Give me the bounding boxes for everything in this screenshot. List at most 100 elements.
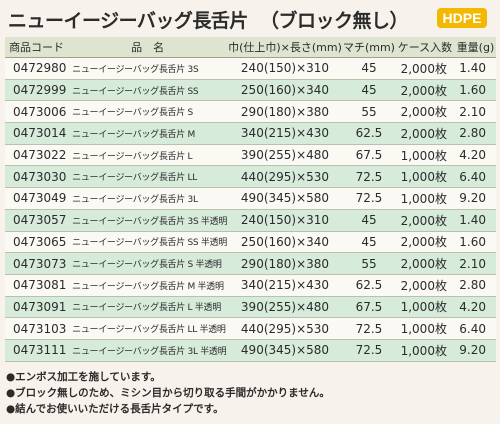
cell-gusset: 62.5 — [342, 274, 395, 297]
cell-gusset: 72.5 — [342, 339, 395, 362]
product-table: 商品コード 品 名 巾(仕上巾)×長さ(mm) マチ(mm) ケース入数 重量(… — [5, 37, 496, 362]
cell-weight: 9.20 — [454, 187, 496, 210]
table-row: 0473006 ニューイージーバッグ長舌片 S 290(180)×380 55 2,00… — [5, 100, 496, 124]
cell-size: 290(180)×380 — [227, 100, 343, 124]
cell-qty: 2,000枚 — [394, 209, 455, 232]
cell-size: 290(180)×380 — [227, 252, 343, 275]
cell-qty: 2,000枚 — [394, 252, 455, 275]
cell-name: ニューイージーバッグ長舌片 3S 半透明 — [68, 209, 227, 232]
cell-qty: 2,000枚 — [394, 79, 455, 102]
cell-weight: 4.20 — [454, 144, 496, 167]
table-row: 0473022 ニューイージーバッグ長舌片 L 390(255)×480 67.5 1,… — [5, 144, 496, 167]
cell-weight: 1.40 — [454, 209, 496, 232]
table-row: 0473111 ニューイージーバッグ長舌片 3L 半透明 490(345)×580 7… — [5, 339, 496, 362]
cell-size: 490(345)×580 — [227, 187, 343, 210]
title-subtitle: （ブロック無し） — [259, 10, 409, 32]
table-row: 0473103 ニューイージーバッグ長舌片 LL 半透明 440(295)×530 7… — [5, 317, 496, 340]
col-header-gusset: マチ(mm) — [342, 37, 395, 58]
table-row: 0473065 ニューイージーバッグ長舌片 SS 半透明 250(160)×340 4… — [5, 231, 496, 254]
cell-code: 0473073 — [5, 252, 69, 275]
title-main: ニューイージーバッグ長舌片 — [8, 10, 248, 32]
cell-size: 340(215)×430 — [227, 274, 343, 297]
cell-name: ニューイージーバッグ長舌片 M — [68, 122, 228, 145]
col-header-name: 品 名 — [68, 37, 228, 58]
cell-gusset: 45 — [342, 209, 395, 232]
cell-qty: 1,000枚 — [394, 144, 455, 167]
cell-gusset: 45 — [342, 79, 395, 102]
cell-weight: 4.20 — [454, 296, 496, 319]
cell-size: 440(295)×530 — [227, 317, 343, 340]
cell-size: 390(255)×480 — [227, 296, 343, 319]
cell-size: 250(160)×340 — [227, 231, 343, 254]
cell-gusset: 67.5 — [342, 144, 395, 167]
cell-qty: 2,000枚 — [394, 57, 455, 80]
cell-gusset: 62.5 — [342, 122, 395, 145]
cell-gusset: 72.5 — [342, 187, 395, 210]
table-row: 0473057 ニューイージーバッグ長舌片 3S 半透明 240(150)×310 4… — [5, 209, 496, 232]
cell-weight: 2.10 — [454, 252, 496, 275]
notes: ●エンボス加工を施しています。 ●ブロック無しのため、ミシン目から切り取る手間が… — [6, 369, 330, 417]
cell-name: ニューイージーバッグ長舌片 S — [68, 100, 228, 124]
cell-weight: 1.60 — [454, 231, 496, 254]
col-header-code: 商品コード — [5, 37, 69, 58]
table-row: 0472999 ニューイージーバッグ長舌片 SS 250(160)×340 45 2,0… — [5, 79, 496, 102]
cell-gusset: 55 — [342, 100, 395, 124]
cell-qty: 1,000枚 — [394, 165, 455, 189]
cell-gusset: 45 — [342, 57, 395, 80]
col-header-size: 巾(仕上巾)×長さ(mm) — [227, 37, 343, 58]
cell-name: ニューイージーバッグ長舌片 3S — [68, 57, 228, 80]
cell-size: 390(255)×480 — [227, 144, 343, 167]
cell-name: ニューイージーバッグ長舌片 3L 半透明 — [68, 339, 228, 362]
cell-name: ニューイージーバッグ長舌片 S 半透明 — [68, 252, 228, 275]
cell-gusset: 55 — [342, 252, 395, 275]
cell-size: 490(345)×580 — [227, 339, 343, 362]
cell-code: 0473030 — [5, 165, 69, 189]
cell-code: 0473014 — [5, 122, 69, 145]
table-body: 0472980 ニューイージーバッグ長舌片 3S 240(150)×310 45 2,0… — [5, 57, 496, 362]
cell-weight: 1.40 — [454, 57, 496, 80]
cell-weight: 2.80 — [454, 122, 496, 145]
material-badge: HDPE — [437, 8, 487, 28]
cell-qty: 1,000枚 — [394, 296, 455, 319]
note-item: ●ブロック無しのため、ミシン目から切り取る手間がかかりません。 — [6, 387, 330, 399]
cell-name: ニューイージーバッグ長舌片 LL 半透明 — [68, 317, 228, 340]
cell-code: 0473022 — [5, 144, 69, 167]
cell-size: 340(215)×430 — [227, 122, 343, 145]
cell-code: 0473111 — [5, 339, 69, 362]
cell-weight: 9.20 — [454, 339, 496, 362]
table-row: 0473030 ニューイージーバッグ長舌片 LL 440(295)×530 72.5 1… — [5, 165, 496, 189]
table-header-row: 商品コード 品 名 巾(仕上巾)×長さ(mm) マチ(mm) ケース入数 重量(… — [5, 37, 496, 58]
cell-qty: 2,000枚 — [394, 122, 455, 145]
cell-name: ニューイージーバッグ長舌片 SS 半透明 — [68, 231, 227, 254]
cell-code: 0472999 — [5, 79, 69, 102]
col-header-case-qty: ケース入数 — [394, 37, 455, 58]
cell-qty: 2,000枚 — [394, 100, 455, 124]
table-row: 0473049 ニューイージーバッグ長舌片 3L 490(345)×580 72.5 1… — [5, 187, 496, 210]
cell-gusset: 45 — [342, 231, 395, 254]
cell-weight: 2.80 — [454, 274, 496, 297]
cell-code: 0472980 — [5, 57, 69, 80]
cell-name: ニューイージーバッグ長舌片 3L — [68, 187, 228, 210]
cell-weight: 6.40 — [454, 165, 496, 189]
cell-gusset: 72.5 — [342, 317, 395, 340]
cell-name: ニューイージーバッグ長舌片 LL — [68, 165, 228, 189]
cell-qty: 2,000枚 — [394, 231, 455, 254]
cell-code: 0473103 — [5, 317, 69, 340]
table-row: 0473081 ニューイージーバッグ長舌片 M 半透明 340(215)×430 62… — [5, 274, 496, 297]
cell-code: 0473006 — [5, 100, 69, 124]
cell-weight: 2.10 — [454, 100, 496, 124]
cell-size: 240(150)×310 — [227, 209, 343, 232]
cell-code: 0473081 — [5, 274, 69, 297]
table-row: 0473091 ニューイージーバッグ長舌片 L 半透明 390(255)×480 67… — [5, 296, 496, 319]
cell-size: 440(295)×530 — [227, 165, 343, 189]
cell-gusset: 67.5 — [342, 296, 395, 319]
note-item: ●結んでお使いいただける長舌片タイプです。 — [6, 403, 224, 415]
table-row: 0472980 ニューイージーバッグ長舌片 3S 240(150)×310 45 2,0… — [5, 57, 496, 80]
cell-name: ニューイージーバッグ長舌片 SS — [68, 79, 228, 102]
col-header-weight: 重量(g) — [454, 37, 496, 58]
cell-name: ニューイージーバッグ長舌片 L — [68, 144, 228, 167]
cell-code: 0473091 — [5, 296, 69, 319]
cell-qty: 1,000枚 — [394, 187, 455, 210]
page-title: ニューイージーバッグ長舌片 （ブロック無し） — [8, 6, 408, 33]
cell-qty: 1,000枚 — [394, 339, 455, 362]
